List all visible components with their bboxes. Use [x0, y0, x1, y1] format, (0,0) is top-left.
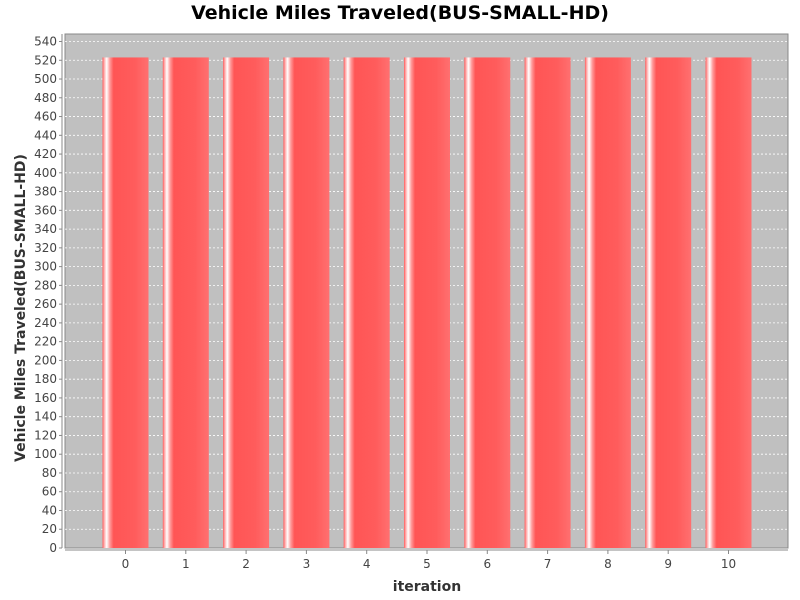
chart-title: Vehicle Miles Traveled(BUS-SMALL-HD) [191, 2, 609, 24]
y-tick-label: 160 [34, 391, 57, 405]
x-tick-label: 7 [544, 557, 552, 571]
y-tick-label: 540 [34, 35, 57, 49]
bar [343, 57, 390, 548]
y-axis-ticks: 0 20 40 60 80 100 120 140 160 180 200 220 240 260 280 3… [34, 35, 62, 555]
x-tick-label: 10 [721, 557, 736, 571]
x-tick-label: 2 [242, 557, 250, 571]
y-tick-label: 420 [34, 147, 57, 161]
bar [404, 57, 450, 548]
y-tick-label: 140 [34, 410, 57, 424]
x-tick-label: 3 [303, 557, 311, 571]
y-tick-label: 460 [34, 110, 57, 124]
y-tick-label: 100 [34, 447, 57, 461]
y-tick-label: 280 [34, 278, 57, 292]
y-tick-label: 440 [34, 128, 57, 142]
x-tick-label: 9 [664, 557, 672, 571]
bar [283, 57, 330, 548]
bar [645, 57, 692, 548]
y-tick-label: 60 [42, 485, 57, 499]
y-axis-label: Vehicle Miles Traveled(BUS-SMALL-HD) [13, 154, 29, 462]
bar [464, 57, 511, 548]
x-tick-label: 1 [182, 557, 190, 571]
y-tick-label: 20 [42, 522, 57, 536]
x-axis-label: iteration [393, 579, 461, 595]
y-tick-label: 40 [42, 503, 57, 517]
y-tick-label: 220 [34, 335, 57, 349]
x-tick-label: 6 [483, 557, 491, 571]
y-tick-label: 360 [34, 203, 57, 217]
y-tick-label: 240 [34, 316, 57, 330]
y-tick-label: 480 [34, 91, 57, 105]
x-axis-ticks: 0 1 2 3 4 5 6 7 8 9 10 [122, 550, 736, 571]
bars [102, 57, 752, 548]
bar [705, 57, 752, 548]
y-tick-label: 200 [34, 353, 57, 367]
y-tick-label: 120 [34, 428, 57, 442]
y-tick-label: 300 [34, 260, 57, 274]
bar [102, 57, 149, 548]
x-tick-label: 0 [122, 557, 130, 571]
y-tick-label: 380 [34, 185, 57, 199]
y-tick-label: 80 [42, 466, 57, 480]
y-tick-label: 260 [34, 297, 57, 311]
x-tick-label: 5 [423, 557, 431, 571]
y-tick-label: 400 [34, 166, 57, 180]
bar [223, 57, 270, 548]
x-tick-label: 4 [363, 557, 371, 571]
bar [584, 57, 631, 548]
y-tick-label: 520 [34, 53, 57, 67]
bar [524, 57, 571, 548]
y-tick-label: 500 [34, 72, 57, 86]
y-tick-label: 320 [34, 241, 57, 255]
x-tick-label: 8 [604, 557, 612, 571]
y-tick-label: 0 [49, 541, 57, 555]
bar [162, 57, 209, 548]
y-tick-label: 180 [34, 372, 57, 386]
y-tick-label: 340 [34, 222, 57, 236]
